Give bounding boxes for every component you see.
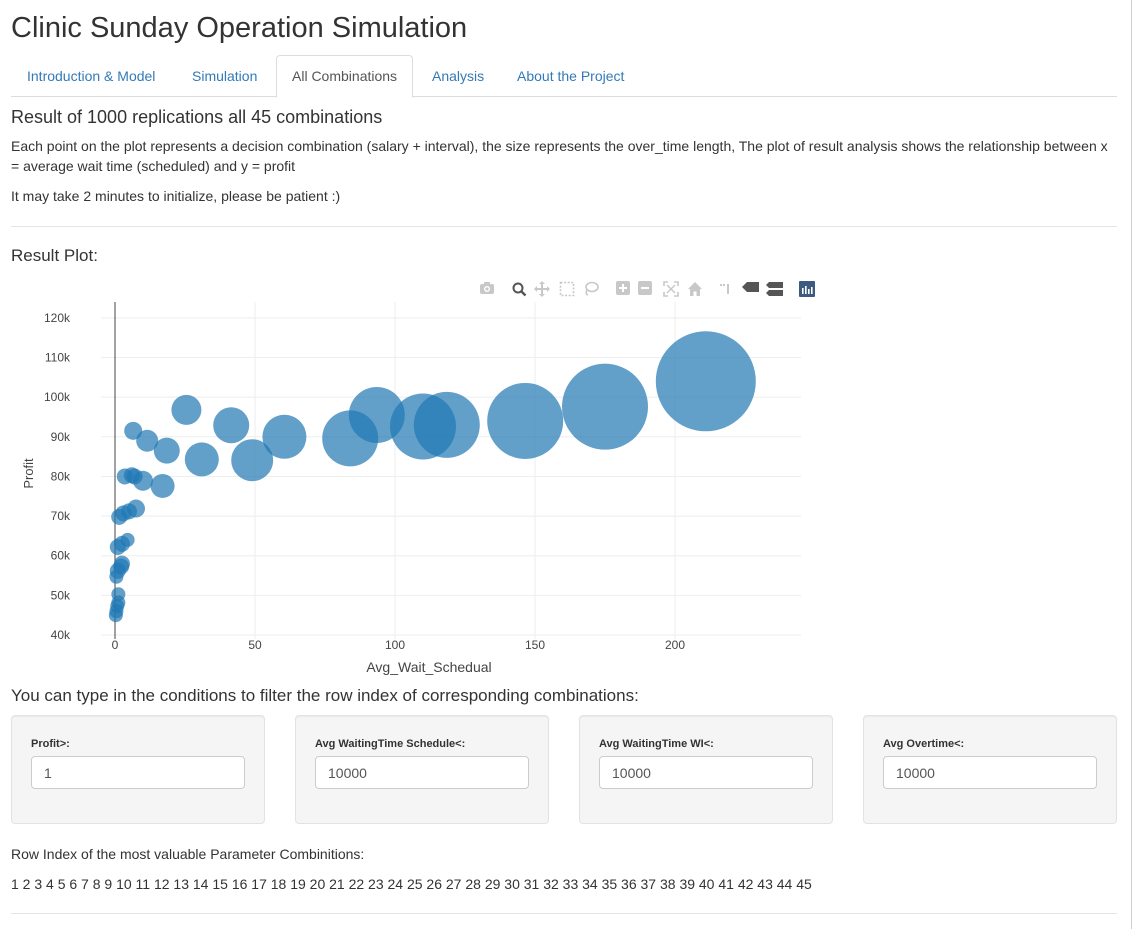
plotly-logo-icon[interactable]	[798, 278, 816, 298]
tab-introduction-model[interactable]: Introduction & Model	[27, 68, 156, 84]
filter-panel-overtime: Avg Overtime<:	[863, 715, 1117, 824]
tab-all-combinations[interactable]: All Combinations	[276, 55, 414, 98]
pan-icon[interactable]	[533, 278, 551, 298]
y-axis-title: Profit	[21, 458, 36, 489]
x-tick-label: 50	[248, 638, 262, 652]
scatter-point[interactable]	[231, 439, 274, 482]
lasso-select-icon[interactable]	[582, 278, 600, 298]
scatter-point[interactable]	[120, 532, 135, 547]
scatter-point[interactable]	[114, 555, 130, 572]
scatter-point[interactable]	[487, 382, 564, 459]
section-description: Each point on the plot represents a deci…	[11, 138, 1108, 174]
window-edge	[1131, 0, 1132, 929]
zoom-out-icon[interactable]	[636, 278, 654, 298]
filter-label-profit: Profit>:	[31, 738, 70, 750]
tab-bar: Introduction & Model Simulation All Comb…	[11, 55, 1117, 98]
filter-heading: You can type in the conditions to filter…	[11, 686, 639, 705]
spike-lines-icon[interactable]	[716, 278, 734, 298]
zoom-icon[interactable]	[510, 278, 528, 298]
scatter-point[interactable]	[136, 429, 159, 452]
scatter-point[interactable]	[184, 442, 219, 477]
hover-compare-icon[interactable]	[766, 278, 784, 298]
section-title: Result of 1000 replications all 45 combi…	[11, 107, 383, 127]
plot-heading: Result Plot:	[11, 246, 98, 265]
y-tick-label: 100k	[44, 390, 71, 404]
scatter-point[interactable]	[171, 394, 202, 425]
x-tick-label: 150	[525, 638, 545, 652]
x-axis-title: Avg_Wait_Schedual	[366, 659, 491, 675]
scatter-point[interactable]	[262, 414, 307, 459]
scatter-point[interactable]	[413, 391, 480, 458]
result-scatter-plot[interactable]: 40k 50k 60k 70k 80k 90k 100k 110k 120k 0 50 100 150 2…	[11, 296, 831, 682]
filter-panel-wait-wi: Avg WaitingTime WI<:	[579, 715, 833, 824]
y-tick-label: 110k	[45, 351, 71, 365]
scatter-point[interactable]	[133, 470, 153, 491]
x-tick-label: 100	[385, 638, 405, 652]
wait-schedule-max-input[interactable]	[315, 756, 529, 789]
profit-min-input[interactable]	[31, 756, 245, 789]
autoscale-icon[interactable]	[662, 278, 680, 298]
scatter-point[interactable]	[655, 331, 756, 432]
scatter-point[interactable]	[111, 587, 126, 602]
tab-about-the-project[interactable]: About the Project	[517, 68, 625, 84]
y-tick-label: 80k	[51, 469, 71, 483]
y-tick-label: 60k	[51, 549, 71, 563]
y-tick-label: 70k	[51, 509, 71, 523]
tab-simulation[interactable]: Simulation	[192, 68, 258, 84]
scatter-point[interactable]	[127, 499, 145, 518]
filter-label-wait-wi: Avg WaitingTime WI<:	[599, 738, 714, 750]
scatter-point[interactable]	[213, 407, 250, 444]
box-select-icon[interactable]	[558, 278, 576, 298]
filter-label-overtime: Avg Overtime<:	[883, 738, 965, 750]
filter-label-wait-schedule: Avg WaitingTime Schedule<:	[315, 738, 466, 750]
scatter-point[interactable]	[150, 473, 175, 498]
y-tick-label: 40k	[51, 628, 71, 642]
page-title: Clinic Sunday Operation Simulation	[11, 12, 468, 44]
divider-bottom	[11, 913, 1117, 914]
y-tick-label: 90k	[51, 430, 71, 444]
y-tick-label: 120k	[44, 311, 71, 325]
wait-wi-max-input[interactable]	[599, 756, 813, 789]
row-index-values: 1 2 3 4 5 6 7 8 9 10 11 12 13 14 15 16 1…	[11, 876, 812, 892]
filter-panel-profit: Profit>:	[11, 715, 265, 824]
filter-panel-wait-schedule: Avg WaitingTime Schedule<:	[295, 715, 549, 824]
x-tick-label: 0	[112, 638, 119, 652]
x-tick-label: 200	[665, 638, 685, 652]
loading-note: It may take 2 minutes to initialize, ple…	[11, 188, 341, 204]
camera-icon[interactable]	[478, 278, 496, 298]
row-index-label: Row Index of the most valuable Parameter…	[11, 846, 365, 862]
divider	[11, 226, 1117, 227]
reset-axes-icon[interactable]	[686, 278, 704, 298]
zoom-in-icon[interactable]	[614, 278, 632, 298]
y-tick-label: 50k	[51, 588, 71, 602]
hover-closest-icon[interactable]	[742, 278, 760, 298]
scatter-point[interactable]	[562, 363, 648, 450]
tab-analysis[interactable]: Analysis	[432, 68, 485, 84]
scatter-point[interactable]	[153, 437, 180, 464]
overtime-max-input[interactable]	[883, 756, 1097, 789]
